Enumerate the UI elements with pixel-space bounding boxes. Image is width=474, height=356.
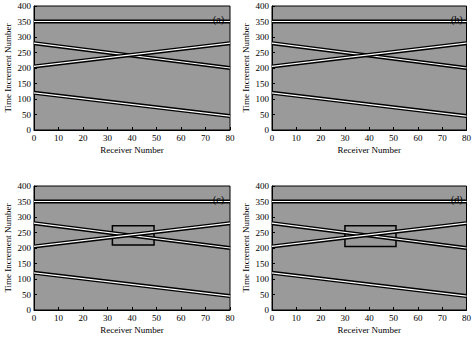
svg-text:350: 350 <box>18 197 32 207</box>
svg-text:50: 50 <box>152 133 162 143</box>
svg-text:10: 10 <box>54 313 64 323</box>
svg-text:200: 200 <box>18 63 32 73</box>
svg-text:10: 10 <box>292 313 302 323</box>
svg-text:0: 0 <box>32 313 37 323</box>
svg-text:10: 10 <box>292 133 302 143</box>
svg-text:Time Increment Number: Time Increment Number <box>3 23 13 112</box>
svg-text:50: 50 <box>22 290 32 300</box>
svg-text:(c): (c) <box>213 194 224 206</box>
svg-text:400: 400 <box>256 1 270 11</box>
svg-text:0: 0 <box>27 305 32 315</box>
svg-text:0: 0 <box>265 125 270 135</box>
svg-text:400: 400 <box>18 1 32 11</box>
svg-text:(b): (b) <box>451 14 463 26</box>
svg-text:300: 300 <box>18 212 32 222</box>
svg-text:100: 100 <box>18 274 32 284</box>
svg-text:Receiver Number: Receiver Number <box>100 325 164 335</box>
svg-text:Time Increment Number: Time Increment Number <box>241 203 251 292</box>
svg-text:250: 250 <box>256 228 270 238</box>
svg-text:20: 20 <box>316 133 326 143</box>
svg-text:150: 150 <box>18 79 32 89</box>
svg-text:200: 200 <box>256 63 270 73</box>
svg-text:20: 20 <box>79 313 89 323</box>
svg-text:400: 400 <box>18 181 32 191</box>
svg-text:50: 50 <box>260 290 270 300</box>
svg-text:30: 30 <box>340 133 350 143</box>
svg-text:40: 40 <box>365 133 375 143</box>
svg-text:200: 200 <box>18 243 32 253</box>
svg-text:30: 30 <box>103 313 113 323</box>
svg-text:Time Increment Number: Time Increment Number <box>241 23 251 112</box>
svg-text:50: 50 <box>260 110 270 120</box>
svg-text:50: 50 <box>152 313 162 323</box>
svg-text:0: 0 <box>265 305 270 315</box>
svg-text:150: 150 <box>256 79 270 89</box>
svg-text:250: 250 <box>18 228 32 238</box>
svg-text:80: 80 <box>226 313 236 323</box>
svg-text:350: 350 <box>256 17 270 27</box>
svg-text:20: 20 <box>316 313 326 323</box>
svg-text:0: 0 <box>270 313 275 323</box>
svg-text:70: 70 <box>201 133 211 143</box>
svg-text:350: 350 <box>256 197 270 207</box>
svg-text:0: 0 <box>270 133 275 143</box>
svg-text:100: 100 <box>256 94 270 104</box>
svg-text:Receiver Number: Receiver Number <box>337 325 401 335</box>
svg-text:60: 60 <box>413 313 423 323</box>
svg-text:30: 30 <box>340 313 350 323</box>
svg-text:Time Increment Number: Time Increment Number <box>3 203 13 292</box>
svg-text:40: 40 <box>128 133 138 143</box>
svg-text:150: 150 <box>256 259 270 269</box>
svg-text:100: 100 <box>256 274 270 284</box>
svg-text:0: 0 <box>32 133 37 143</box>
svg-text:Receiver Number: Receiver Number <box>100 145 164 155</box>
svg-text:40: 40 <box>128 313 138 323</box>
svg-text:60: 60 <box>413 133 423 143</box>
svg-text:70: 70 <box>438 313 448 323</box>
svg-text:50: 50 <box>389 313 399 323</box>
svg-text:350: 350 <box>18 17 32 27</box>
svg-text:80: 80 <box>462 133 472 143</box>
svg-text:50: 50 <box>22 110 32 120</box>
svg-text:10: 10 <box>54 133 64 143</box>
svg-text:Receiver Number: Receiver Number <box>337 145 401 155</box>
svg-text:400: 400 <box>256 181 270 191</box>
svg-text:300: 300 <box>18 32 32 42</box>
svg-text:50: 50 <box>389 133 399 143</box>
svg-text:30: 30 <box>103 133 113 143</box>
svg-text:100: 100 <box>18 94 32 104</box>
svg-text:70: 70 <box>438 133 448 143</box>
svg-text:20: 20 <box>79 133 89 143</box>
svg-text:300: 300 <box>256 212 270 222</box>
svg-text:150: 150 <box>18 259 32 269</box>
svg-text:70: 70 <box>201 313 211 323</box>
svg-text:60: 60 <box>177 313 187 323</box>
svg-text:80: 80 <box>226 133 236 143</box>
svg-text:0: 0 <box>27 125 32 135</box>
svg-text:80: 80 <box>462 313 472 323</box>
svg-text:250: 250 <box>256 48 270 58</box>
svg-text:40: 40 <box>365 313 375 323</box>
svg-text:250: 250 <box>18 48 32 58</box>
svg-text:60: 60 <box>177 133 187 143</box>
svg-text:(a): (a) <box>213 14 224 26</box>
svg-text:300: 300 <box>256 32 270 42</box>
svg-text:200: 200 <box>256 243 270 253</box>
svg-text:(d): (d) <box>451 194 463 206</box>
